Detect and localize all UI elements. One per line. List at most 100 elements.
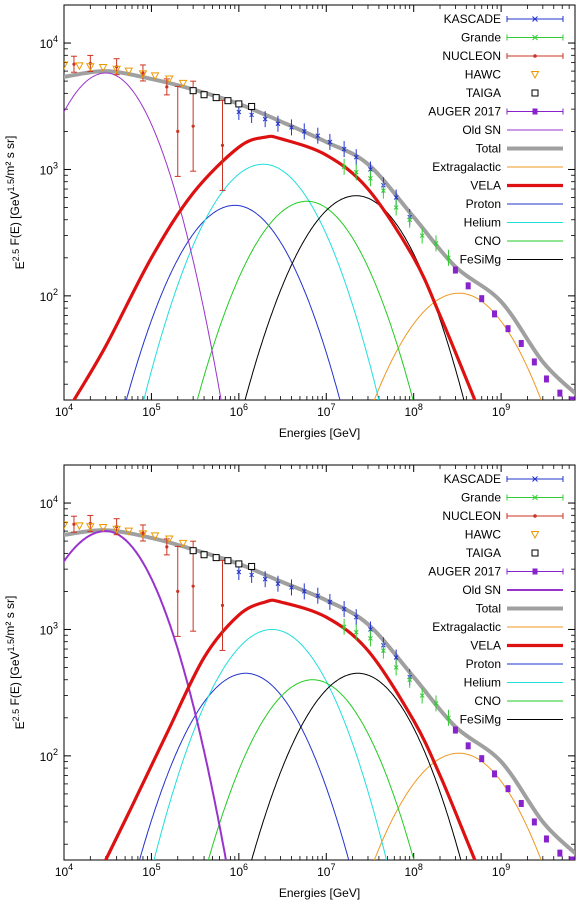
x-tick-label: 105 <box>142 862 160 879</box>
data-point-nucleon <box>72 62 76 66</box>
data-point-nucleon <box>191 584 195 588</box>
data-point-auger-2017 <box>518 799 524 807</box>
data-point-auger-2017 <box>531 358 537 366</box>
data-point-auger-2017 <box>452 266 458 274</box>
data-point-kascade <box>249 572 254 578</box>
data-point-nucleon <box>220 143 225 147</box>
legend-label: Proton <box>466 657 501 671</box>
data-point-grande <box>341 164 347 170</box>
y-tick-label: 102 <box>40 287 58 304</box>
legend-marker <box>532 476 538 482</box>
legend: KASCADE Grande NUCLEON HAWC TAIGA AUGER 2017 O… <box>428 12 564 267</box>
series-hawc <box>64 521 188 548</box>
data-point-nucleon <box>141 71 145 75</box>
legend-label: VELA <box>470 639 501 653</box>
series-grande <box>341 158 451 266</box>
legend-label: AUGER 2017 <box>428 105 501 119</box>
series-hawc <box>64 61 188 88</box>
data-point-nucleon <box>176 589 180 594</box>
data-point-grande <box>353 629 359 635</box>
y-label-sup: 1.5 <box>6 639 16 652</box>
data-point-grande <box>446 255 451 261</box>
data-point-nucleon <box>176 129 180 134</box>
data-point-auger-2017 <box>505 785 511 793</box>
data-point-kascade <box>315 593 321 599</box>
data-point-auger-2017 <box>491 310 497 318</box>
legend-label: Total <box>476 602 501 616</box>
legend-label: KASCADE <box>444 472 501 486</box>
legend-label: Old SN <box>462 583 501 597</box>
x-tick-exp: 4 <box>68 862 73 872</box>
data-point-kascade <box>236 569 242 575</box>
x-tick-label: 105 <box>142 402 160 419</box>
data-point-kascade <box>262 576 268 582</box>
legend-label: AUGER 2017 <box>428 565 501 579</box>
legend-label: VELA <box>470 179 501 193</box>
data-point-auger-2017 <box>557 849 563 857</box>
curve-old-sn <box>64 530 227 860</box>
y-label-sup: 1.5 <box>6 179 16 192</box>
data-point-grande <box>368 176 373 181</box>
x-tick-exp: 7 <box>330 862 335 872</box>
series-auger-2017 <box>452 266 575 400</box>
y-tick-exp: 3 <box>53 620 58 630</box>
data-point-hawc <box>85 523 95 532</box>
curve-proton <box>125 204 341 400</box>
data-point-kascade <box>289 585 294 590</box>
curve-helium <box>143 163 380 400</box>
data-point-hawc <box>138 70 148 79</box>
legend-label: KASCADE <box>444 12 501 26</box>
data-point-kascade <box>368 627 373 632</box>
data-point-grande <box>353 169 359 175</box>
legend-label: Extragalactic <box>432 160 501 174</box>
data-point-taiga <box>200 91 208 99</box>
y-label-text: F(E) [GeV <box>8 651 22 708</box>
data-point-auger-2017 <box>518 339 524 347</box>
data-point-nucleon <box>165 85 169 89</box>
data-point-grande <box>368 636 373 641</box>
curve-vela <box>72 134 477 400</box>
data-point-taiga <box>189 547 197 555</box>
y-tick-exp: 3 <box>53 160 58 170</box>
y-label-text: F(E) [GeV <box>8 191 22 248</box>
data-point-grande <box>407 677 413 683</box>
y-tick-exp: 2 <box>53 287 58 297</box>
x-tick-base: 10 <box>55 865 69 879</box>
y-tick-base: 10 <box>40 290 54 304</box>
data-point-hawc <box>138 530 148 539</box>
data-point-kascade <box>353 614 359 620</box>
legend-marker <box>531 89 539 97</box>
data-point-kascade <box>315 133 321 139</box>
plot-frame <box>63 464 576 861</box>
legend-label: Grande <box>461 491 501 505</box>
curve-old-sn <box>64 72 222 400</box>
y-axis-label: E2.5 F(E) [GeV1.5/m² s sr] <box>3 596 27 730</box>
plot-frame <box>63 4 576 401</box>
y-tick-base: 10 <box>40 623 54 637</box>
y-tick-label: 104 <box>40 34 58 51</box>
data-point-kascade <box>262 116 268 122</box>
data-point-hawc <box>112 525 121 534</box>
y-label-text: E <box>13 721 27 729</box>
y-tick-base: 10 <box>40 497 54 511</box>
x-tick-base: 10 <box>55 405 69 419</box>
data-point-auger-2017 <box>543 835 549 843</box>
legend-marker <box>532 16 538 22</box>
curve-extragalactic <box>373 752 542 860</box>
data-point-nucleon <box>165 545 169 549</box>
x-tick-base: 10 <box>492 405 506 419</box>
data-point-hawc <box>64 521 69 530</box>
data-point-hawc <box>164 535 174 544</box>
data-point-taiga <box>212 94 220 102</box>
data-point-hawc <box>75 522 84 531</box>
curve-helium <box>153 629 388 860</box>
data-point-hawc <box>112 65 121 74</box>
curve-fesimg <box>244 195 465 400</box>
data-point-taiga <box>200 551 208 559</box>
data-point-kascade <box>327 599 333 605</box>
data-point-kascade <box>393 195 399 200</box>
data-point-hawc <box>75 62 84 71</box>
x-tick-exp: 8 <box>418 402 423 412</box>
data-point-auger-2017 <box>543 375 549 383</box>
